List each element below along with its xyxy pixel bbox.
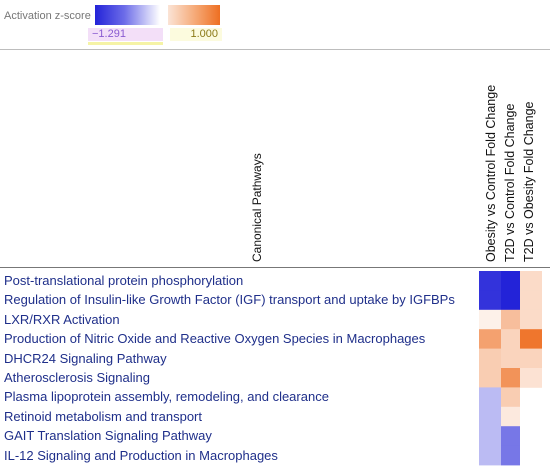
heatmap-cell[interactable] (520, 348, 542, 369)
pathway-label[interactable]: LXR/RXR Activation (4, 311, 120, 327)
heatmap-cell[interactable] (501, 290, 520, 311)
heatmap-cell[interactable] (479, 426, 501, 446)
heatmap-cell[interactable] (501, 348, 520, 369)
heatmap-cell[interactable] (501, 329, 520, 349)
heatmap-cell[interactable] (501, 445, 520, 466)
heatmap-cell[interactable] (501, 426, 520, 446)
legend-gradient-positive (168, 5, 220, 25)
heatmap-cell[interactable] (501, 368, 520, 388)
column-label-1: Obesity vs Control Fold Change (484, 84, 498, 262)
heatmap-cell[interactable] (479, 387, 501, 408)
heatmap-cell[interactable] (501, 309, 520, 330)
heatmap-cell[interactable] (520, 309, 542, 330)
heatmap-cell[interactable] (520, 290, 542, 311)
pathway-label[interactable]: Atherosclerosis Signaling (4, 370, 150, 385)
heatmap-cell[interactable] (501, 406, 520, 427)
legend-title: Activation z-score (4, 10, 91, 22)
column-label-3: T2D vs Obesity Fold Change (522, 101, 536, 263)
pathway-label[interactable]: Retinoid metabolism and transport (4, 408, 202, 424)
header-divider (0, 267, 550, 268)
heatmap-cell[interactable] (479, 329, 501, 349)
row-header-label: Canonical Pathways (250, 153, 264, 262)
column-label-2: T2D vs Control Fold Change (503, 103, 517, 262)
legend-selection-strip (88, 42, 163, 45)
pathway-label[interactable]: DHCR24 Signaling Pathway (4, 350, 167, 366)
legend-min-label: −1.291 (88, 28, 163, 41)
heatmap-cell[interactable] (479, 445, 501, 466)
heatmap-cell[interactable] (520, 271, 542, 291)
pathway-label[interactable]: Regulation of Insulin-like Growth Factor… (4, 292, 455, 308)
pathway-label[interactable]: Production of Nitric Oxide and Reactive … (4, 331, 426, 347)
top-divider (0, 49, 550, 50)
pathway-label[interactable]: GAIT Translation Signaling Pathway (4, 428, 212, 444)
heatmap-cell[interactable] (479, 271, 501, 291)
heatmap-cell[interactable] (479, 368, 501, 388)
heatmap-cell[interactable] (479, 406, 501, 427)
pathway-label[interactable]: IL-12 Signaling and Production in Macrop… (4, 447, 278, 463)
heatmap-cell[interactable] (479, 348, 501, 369)
legend-gradient-negative (95, 5, 160, 25)
heatmap-cell[interactable] (501, 271, 520, 291)
heatmap-cell[interactable] (501, 387, 520, 408)
heatmap-cell[interactable] (479, 309, 501, 330)
legend-max-label: 1.000 (170, 28, 222, 41)
heatmap-cell[interactable] (520, 368, 542, 388)
pathway-label[interactable]: Post-translational protein phosphorylati… (4, 273, 244, 288)
heatmap-cell[interactable] (520, 329, 542, 349)
pathway-label[interactable]: Plasma lipoprotein assembly, remodeling,… (4, 389, 329, 405)
heatmap-cell[interactable] (479, 290, 501, 311)
